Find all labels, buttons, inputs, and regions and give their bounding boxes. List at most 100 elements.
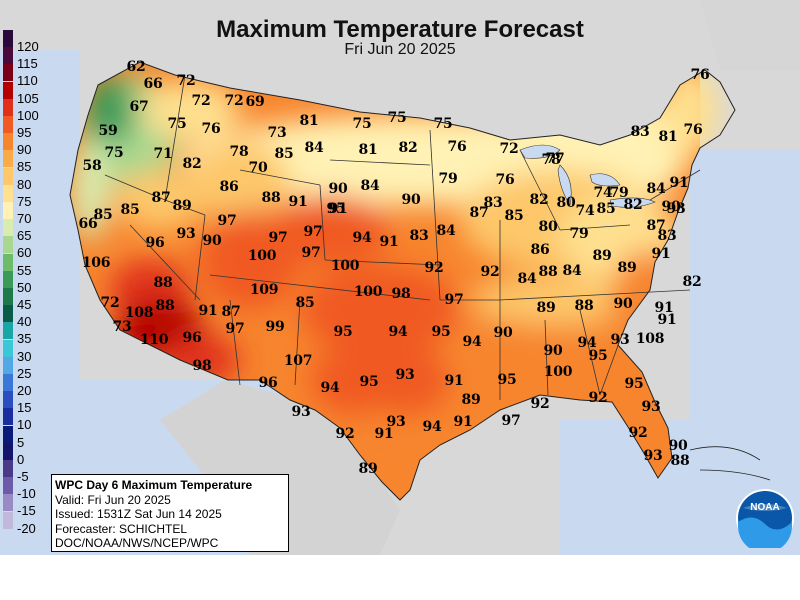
temperature-label: 88 <box>155 298 175 314</box>
temperature-label: 72 <box>191 93 211 109</box>
temperature-label: 95 <box>497 372 517 388</box>
temperature-label: 76 <box>690 67 710 83</box>
temperature-label: 84 <box>517 271 537 287</box>
temperature-label: 96 <box>145 235 165 251</box>
temperature-label: 73 <box>267 125 287 141</box>
temperature-label: 81 <box>658 129 678 145</box>
temperature-label: 87 <box>646 218 666 234</box>
legend-label: 105 <box>17 90 39 106</box>
legend-label: 85 <box>17 159 32 175</box>
temperature-label: 84 <box>646 181 666 197</box>
legend-swatch <box>3 98 13 116</box>
temperature-label: 95 <box>624 376 644 392</box>
temperature-label: 90 <box>493 325 513 341</box>
temperature-label: 79 <box>569 226 589 242</box>
temperature-label: 86 <box>530 242 550 258</box>
temperature-label: 85 <box>120 202 140 218</box>
color-legend: 120 115 110 105 100 95 90 85 80 75 70 65 60 55 50 45 40 3… <box>3 30 49 540</box>
temperature-label: 93 <box>641 399 661 415</box>
temperature-label: 88 <box>261 190 281 206</box>
temperature-label: 83 <box>657 228 677 244</box>
temperature-label: 92 <box>424 260 444 276</box>
temperature-label: 88 <box>574 298 594 314</box>
legend-label: 0 <box>17 451 25 467</box>
legend-label: 95 <box>17 125 32 140</box>
temperature-label: 88 <box>538 264 558 280</box>
legend-swatch <box>3 322 13 340</box>
info-heading: WPC Day 6 Maximum Temperature <box>55 478 253 492</box>
temperature-label: 58 <box>82 158 102 174</box>
temperature-label: 75 <box>167 116 187 132</box>
legend-label: -5 <box>17 469 29 484</box>
legend-swatch <box>3 408 13 426</box>
legend-label: 20 <box>17 383 32 398</box>
temperature-label: 93 <box>176 226 196 242</box>
legend-label: 65 <box>17 228 32 244</box>
temperature-label: 93 <box>643 448 663 464</box>
map-date: Fri Jun 20 2025 <box>344 41 456 58</box>
legend-label: -15 <box>17 503 36 519</box>
legend-label: 55 <box>17 262 32 278</box>
temperature-label: 87 <box>221 304 241 320</box>
legend-swatch <box>3 47 13 65</box>
temperature-label: 93 <box>610 332 630 348</box>
temperature-label: 76 <box>495 172 515 188</box>
temperature-label: 89 <box>358 461 378 477</box>
temperature-label: 95 <box>326 201 346 217</box>
legend-swatch <box>3 219 13 237</box>
temperature-label: 75 <box>433 116 453 132</box>
temperature-label: 79 <box>609 185 629 201</box>
temperature-label: 97 <box>444 292 464 308</box>
legend-swatch <box>3 494 13 512</box>
legend-swatch <box>3 133 13 151</box>
temperature-label: 94 <box>577 335 597 351</box>
temperature-label: 80 <box>538 219 558 235</box>
temperature-label: 92 <box>530 396 550 412</box>
temperature-label: 94 <box>320 380 340 396</box>
legend-swatch <box>3 305 13 323</box>
info-issued: Issued: 1531Z Sat Jun 14 2025 <box>55 507 222 521</box>
temperature-label: 74 <box>593 185 613 201</box>
legend-label: -20 <box>17 520 36 536</box>
temperature-label: 93 <box>666 201 686 217</box>
temperature-label: 91 <box>374 426 394 442</box>
temperature-label: 106 <box>81 255 111 271</box>
temperature-label: 94 <box>422 419 442 435</box>
temperature-label: 91 <box>654 300 674 316</box>
temperature-label: 83 <box>630 124 650 140</box>
legend-swatch <box>3 184 13 202</box>
legend-swatch <box>3 460 13 477</box>
temperature-label: 94 <box>388 324 408 340</box>
temperature-label: 73 <box>112 319 132 335</box>
temperature-label: 85 <box>295 295 315 311</box>
temperature-label: 78 <box>229 144 249 160</box>
temperature-label: 85 <box>596 201 616 217</box>
legend-swatch <box>3 356 13 374</box>
temperature-label: 109 <box>249 282 279 298</box>
legend-swatch <box>3 236 13 254</box>
temperature-label: 90 <box>202 233 222 249</box>
temperature-label: 83 <box>409 228 429 244</box>
legend-label: 120 <box>17 39 39 54</box>
temperature-label: 95 <box>333 324 353 340</box>
temperature-label: 97 <box>217 213 237 229</box>
legend-swatch <box>3 270 13 288</box>
temperature-label: 97 <box>268 230 288 246</box>
legend-swatch <box>3 202 13 219</box>
temperature-label: 85 <box>504 208 524 224</box>
temperature-label: 100 <box>543 364 573 380</box>
temperature-label: 75 <box>352 116 372 132</box>
temperature-label: 92 <box>335 426 355 442</box>
temperature-label: 93 <box>395 367 415 383</box>
legend-swatch <box>3 288 13 305</box>
temperature-label: 107 <box>283 353 313 369</box>
temperature-label: 91 <box>657 312 677 328</box>
temperature-label: 75 <box>387 110 407 126</box>
temperature-label: 80 <box>556 195 576 211</box>
info-agency: DOC/NOAA/NWS/NCEP/WPC <box>55 536 219 550</box>
temperature-label: 84 <box>304 140 324 156</box>
temperature-label: 84 <box>562 263 582 279</box>
temperature-label: 82 <box>182 156 202 172</box>
temperature-label: 100 <box>330 258 360 274</box>
legend-swatch <box>3 116 13 133</box>
